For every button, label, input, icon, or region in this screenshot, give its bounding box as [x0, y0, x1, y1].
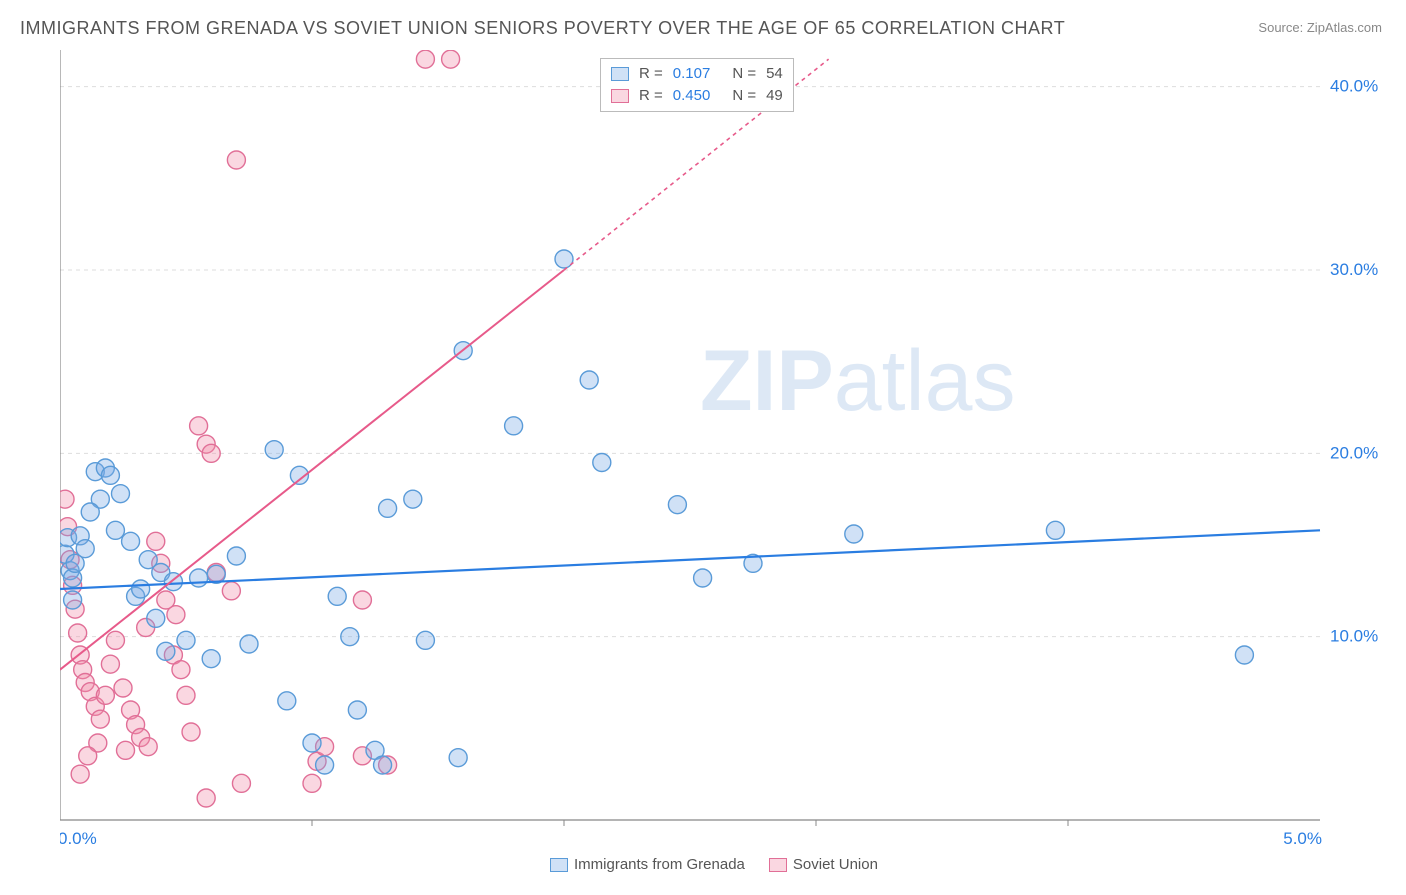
- source-label: Source:: [1258, 20, 1303, 35]
- chart-title: IMMIGRANTS FROM GRENADA VS SOVIET UNION …: [20, 18, 1065, 39]
- swatch-soviet: [611, 89, 629, 103]
- svg-text:20.0%: 20.0%: [1330, 443, 1378, 462]
- svg-text:ZIPatlas: ZIPatlas: [700, 333, 1015, 429]
- source-value: ZipAtlas.com: [1307, 20, 1382, 35]
- svg-text:5.0%: 5.0%: [1283, 829, 1322, 848]
- legend-item-soviet: Soviet Union: [769, 856, 878, 873]
- swatch-soviet-bottom: [769, 858, 787, 872]
- svg-text:0.0%: 0.0%: [60, 829, 97, 848]
- legend-row-grenada: R =0.107N =54: [611, 63, 783, 85]
- chart-area: ZIPatlas10.0%20.0%30.0%40.0%0.0%5.0% R =…: [60, 50, 1380, 830]
- legend-row-soviet: R =0.450N =49: [611, 85, 783, 107]
- svg-text:30.0%: 30.0%: [1330, 260, 1378, 279]
- legend-item-grenada: Immigrants from Grenada: [550, 856, 745, 873]
- svg-text:40.0%: 40.0%: [1330, 77, 1378, 96]
- swatch-grenada-bottom: [550, 858, 568, 872]
- swatch-grenada: [611, 67, 629, 81]
- legend-series-box: Immigrants from Grenada Soviet Union: [550, 856, 878, 873]
- legend-correlation-box: R =0.107N =54R =0.450N =49: [600, 58, 794, 112]
- legend-label-grenada: Immigrants from Grenada: [574, 856, 745, 873]
- legend-label-soviet: Soviet Union: [793, 856, 878, 873]
- scatter-chart-svg: ZIPatlas 10.0% 20.0% 30.0% 40.0% 0.0% 5.0%: [60, 50, 1380, 890]
- source-attribution: Source: ZipAtlas.com: [1258, 20, 1382, 35]
- svg-text:10.0%: 10.0%: [1330, 627, 1378, 646]
